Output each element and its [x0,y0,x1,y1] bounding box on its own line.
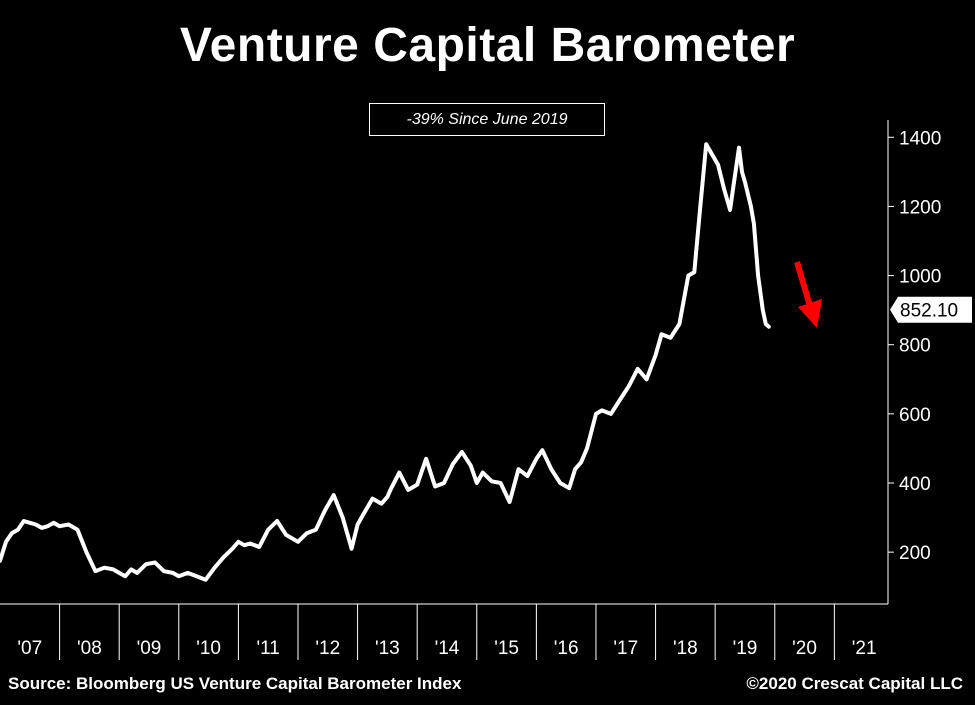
x-tick-label: '16 [554,638,579,659]
series-layer [0,142,771,582]
arrow-shaft [794,261,813,307]
last-value-label: 852.10 [900,301,958,322]
last-value-badge: 852.10 [890,296,972,323]
last-value-badge-bg [890,296,972,323]
arrow-head [798,299,822,328]
y-tick-label: 1400 [899,128,941,149]
down-arrow [794,261,822,328]
y-tick-label: 1200 [899,197,941,218]
y-tick-label: 1000 [899,267,941,288]
source-note: Source: Bloomberg US Venture Capital Bar… [8,674,462,693]
y-tick-label: 400 [899,474,931,495]
y-tick-label: 600 [899,405,931,426]
x-tick-label: '10 [196,638,221,659]
x-tick-label: '17 [613,638,638,659]
y-axis: 200 400 600 800 1000 1200 1400 [888,128,941,564]
annotation-box: -39% Since June 2019 [369,103,605,136]
x-tick-label: '08 [77,638,102,659]
x-tick-label: '09 [137,638,162,659]
x-tick-label: '13 [375,638,400,659]
x-tick-label: '07 [17,638,42,659]
x-tick-label: '20 [792,638,817,659]
copyright-note: ©2020 Crescat Capital LLC [746,674,963,693]
x-axis: '07 '08 '09 '10 '11 '12 '13 '14 '15 '16 '17 '18 '19 '… [17,604,877,660]
x-tick-label: '12 [315,638,340,659]
x-tick-label: '19 [733,638,758,659]
x-tick-label: '18 [673,638,698,659]
chart-title: Venture Capital Barometer [179,19,796,72]
annotation-text: -39% Since June 2019 [406,110,568,128]
x-tick-label: '14 [435,638,460,659]
series-line [0,142,771,582]
y-tick-label: 200 [899,543,931,564]
chart-axes [0,120,889,605]
y-tick-label: 800 [899,336,931,357]
x-tick-label: '11 [257,638,280,659]
x-tick-label: '15 [494,638,519,659]
x-tick-label: '21 [852,638,877,659]
